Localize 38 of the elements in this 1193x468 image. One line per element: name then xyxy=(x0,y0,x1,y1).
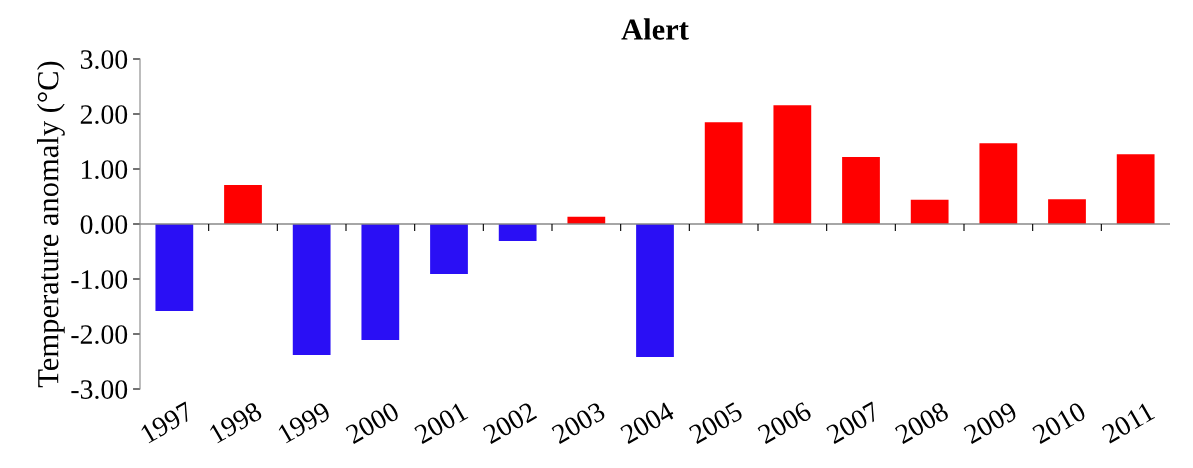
x-tick-label: 2003 xyxy=(550,401,607,445)
y-tick-label: -2.00 xyxy=(71,325,128,345)
bar xyxy=(292,224,331,355)
x-tick-label: 1997 xyxy=(139,401,195,444)
x-tick-label: 2009 xyxy=(962,401,1019,445)
y-tick-label: -1.00 xyxy=(71,270,128,290)
x-tick-label: 2006 xyxy=(756,401,813,445)
bar xyxy=(1048,199,1086,224)
bar xyxy=(636,224,674,358)
x-tick-label: 2011 xyxy=(1101,401,1156,444)
bar xyxy=(704,122,743,224)
x-tick-label: 2005 xyxy=(688,401,744,445)
y-tick-label: -3.00 xyxy=(71,380,128,400)
bar xyxy=(224,184,262,224)
bar xyxy=(361,224,400,341)
x-tick-label: 2002 xyxy=(482,401,538,445)
bar xyxy=(842,156,880,224)
y-axis-title: Temperature anomaly (°C) xyxy=(36,61,65,388)
bar xyxy=(910,199,949,224)
chart-title: Alert xyxy=(621,18,689,40)
bar xyxy=(979,143,1018,224)
y-tick-label: 2.00 xyxy=(80,105,128,125)
bar xyxy=(430,224,468,275)
bar xyxy=(498,224,537,242)
x-tick-label: 2000 xyxy=(344,401,401,445)
x-tick-label: 1998 xyxy=(208,401,263,444)
bar xyxy=(155,224,194,311)
y-tick-label: 0.00 xyxy=(80,215,128,235)
x-tick-label: 2001 xyxy=(413,401,469,445)
x-tick-label: 2007 xyxy=(825,401,882,445)
x-tick-label: 2008 xyxy=(894,401,950,445)
bar xyxy=(1116,154,1155,224)
y-tick-label: 1.00 xyxy=(82,160,128,180)
x-tick-label: 2010 xyxy=(1031,401,1087,445)
x-tick-label: 1999 xyxy=(277,401,332,444)
x-tick-label: 2004 xyxy=(619,401,676,445)
y-tick-label: 3.00 xyxy=(80,50,128,70)
bar xyxy=(773,105,812,224)
